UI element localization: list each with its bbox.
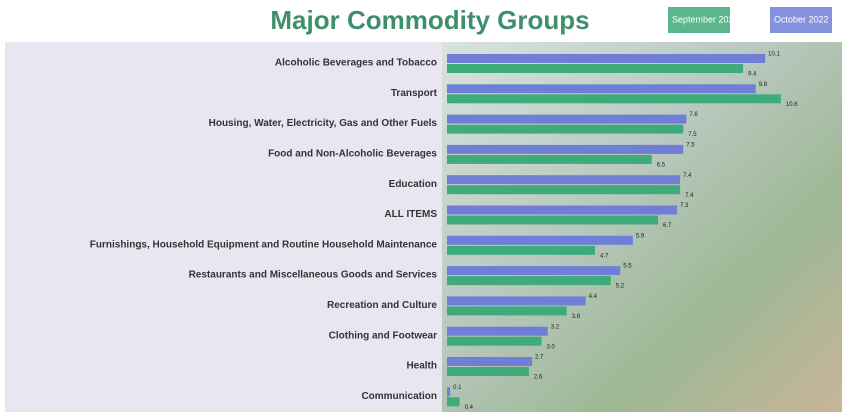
value-label: 3.0 [547,344,556,350]
category-label: Housing, Water, Electricity, Gas and Oth… [209,118,438,129]
bar [447,337,542,346]
value-label: 7.4 [685,193,694,199]
bar [447,64,743,73]
legend-label: September 2022 [672,14,739,24]
category-label: Restaurants and Miscellaneous Goods and … [189,270,438,281]
value-label: 3.8 [572,314,581,320]
bar [447,357,532,366]
value-label: 0.1 [453,385,462,391]
value-label: 4.7 [600,253,609,259]
value-label: 7.5 [688,132,697,138]
label-panel [5,42,442,412]
bar [447,367,529,376]
bar [447,387,450,396]
value-label: 6.5 [657,162,666,168]
category-label: Communication [361,391,437,402]
bar [447,175,680,184]
bar [447,216,658,225]
category-label: Education [389,179,437,190]
bar [447,84,756,93]
bar [447,266,620,275]
value-label: 0.4 [465,405,474,411]
legend-label: October 2022 [774,14,829,24]
value-label: 3.2 [551,324,560,330]
bar [447,54,765,63]
value-label: 5.5 [623,264,632,270]
bar [447,206,677,215]
value-label: 2.7 [535,355,544,361]
value-label: 6.7 [663,223,672,229]
bar [447,327,548,336]
value-label: 10.1 [768,52,780,58]
category-label: Clothing and Footwear [329,330,437,341]
value-label: 2.6 [534,375,543,381]
value-label: 7.3 [680,203,689,209]
bar [447,296,586,305]
bar [447,306,567,315]
value-label: 10.6 [786,102,798,108]
bar [447,155,652,164]
bar [447,236,633,245]
category-label: Alcoholic Beverages and Tobacco [275,58,437,69]
value-label: 9.8 [759,82,768,88]
value-label: 5.9 [636,233,645,239]
value-label: 5.2 [616,284,625,290]
bar [447,276,611,285]
value-label: 7.4 [683,173,692,179]
value-label: 7.5 [686,142,695,148]
chart: Major Commodity Groups September 2022 Oct… [0,0,843,413]
bar [447,397,460,406]
category-label: Recreation and Culture [327,300,437,311]
value-label: 4.4 [589,294,598,300]
bar [447,125,683,134]
bar [447,185,680,194]
category-label: Food and Non-Alcoholic Beverages [268,149,437,160]
category-label: Health [406,361,437,372]
bar [447,94,781,103]
category-label: Furnishings, Household Equipment and Rou… [90,239,438,250]
bar [447,246,595,255]
bar [447,145,683,154]
chart-title: Major Commodity Groups [270,5,589,35]
category-label: Transport [391,88,438,99]
legend: September 2022 October 2022 [668,7,832,33]
value-label: 7.6 [689,112,698,118]
value-label: 9.4 [748,72,757,78]
bar [447,115,686,124]
category-label: ALL ITEMS [384,209,437,220]
